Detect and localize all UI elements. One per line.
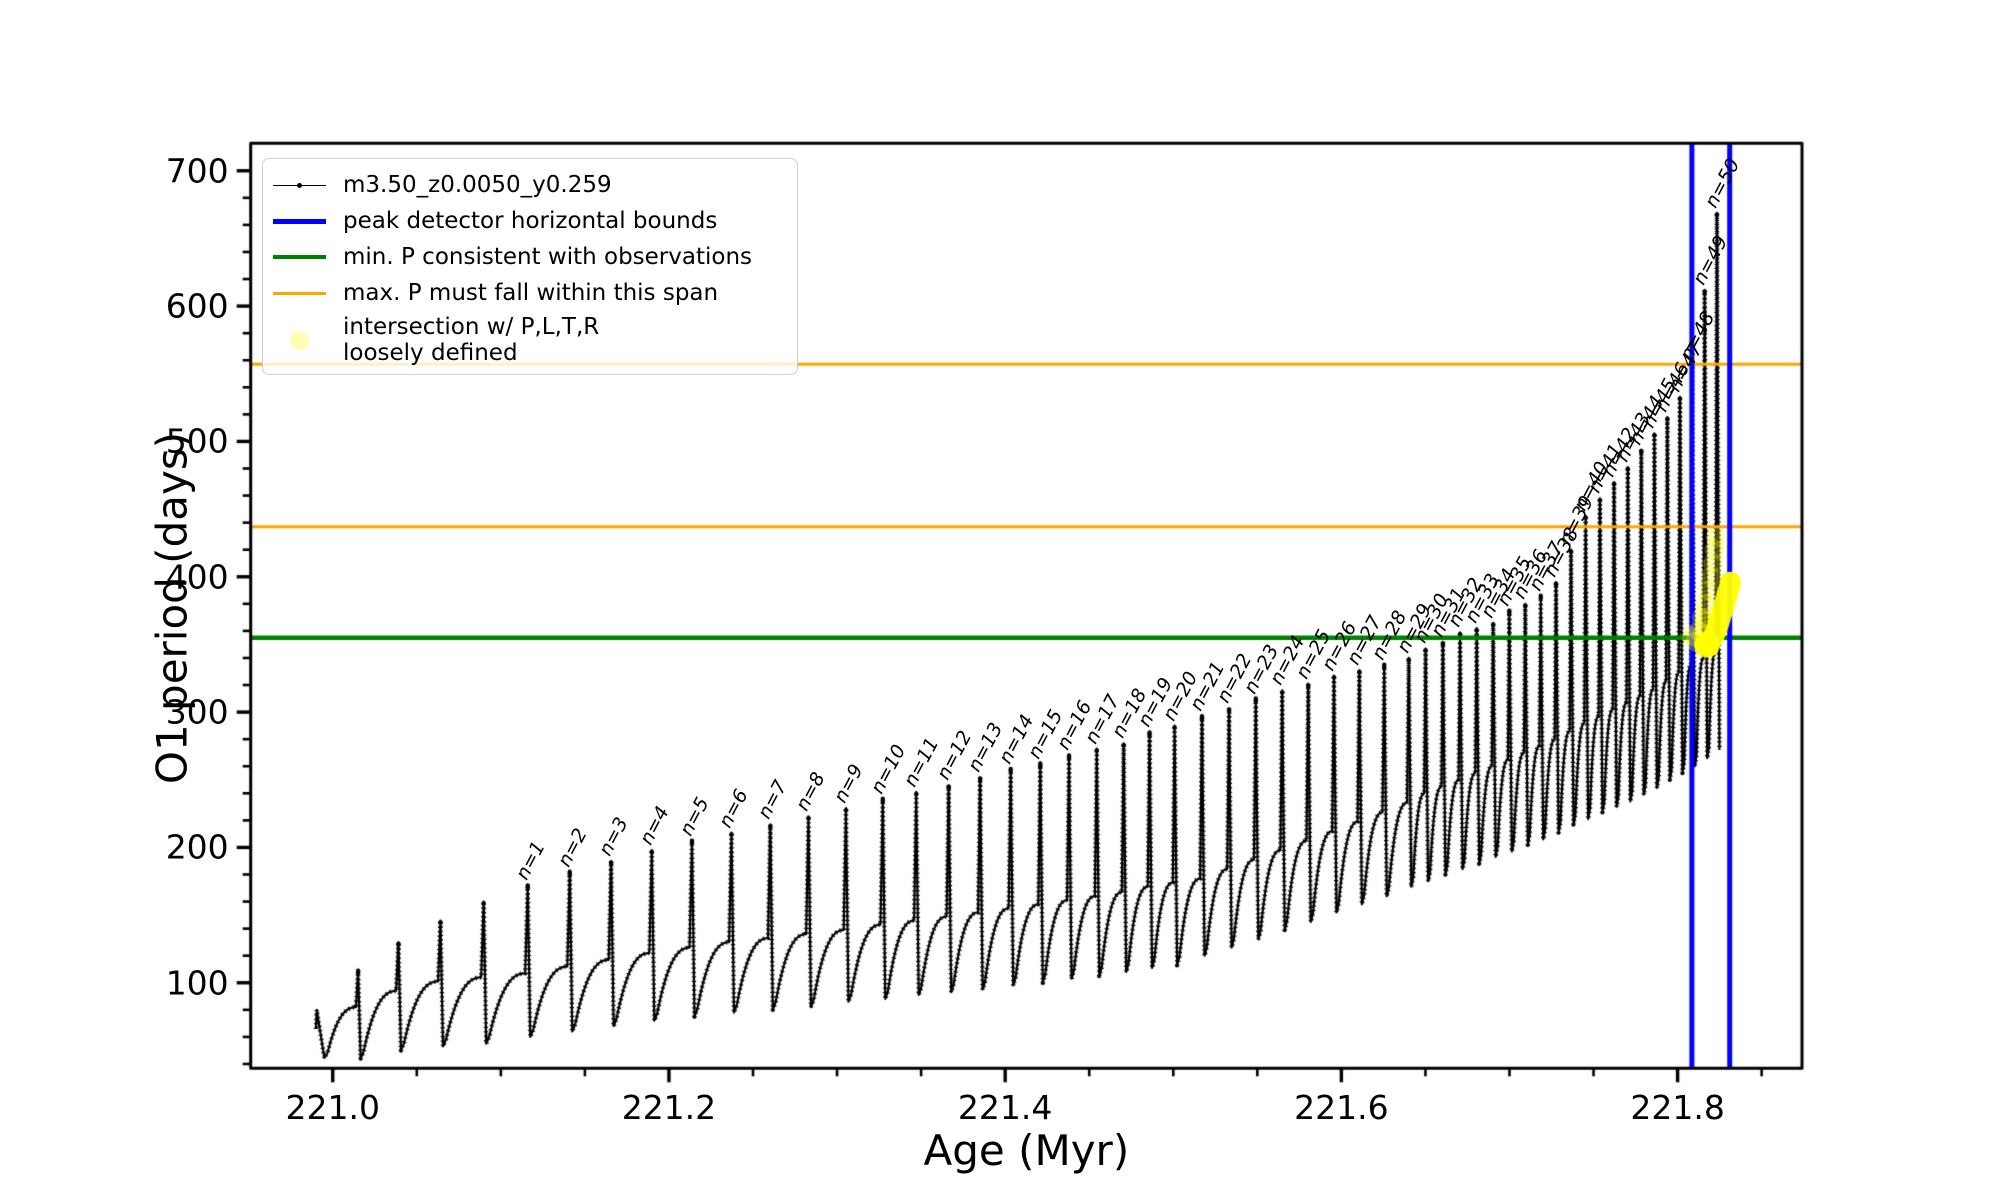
legend-item-series: m3.50_z0.0050_y0.259 [273, 167, 785, 203]
black-line-dot-swatch-icon [273, 182, 326, 188]
y-tick-label: 700 [165, 151, 229, 191]
y-tick-label: 100 [165, 963, 229, 1003]
legend-label: intersection w/ P,L,T,R loosely defined [343, 313, 600, 366]
y-tick-label: 400 [165, 557, 229, 597]
y-tick-label: 200 [165, 827, 229, 867]
x-tick-label: 221.8 [1630, 1088, 1725, 1128]
legend-label: peak detector horizontal bounds [343, 207, 718, 234]
x-tick-label: 221.4 [957, 1088, 1053, 1128]
blue-line-swatch-icon [273, 218, 326, 224]
green-line-swatch-icon [273, 255, 326, 259]
legend-item-min-p: min. P consistent with observations [273, 239, 785, 275]
x-axis-title: Age (Myr) [923, 1126, 1130, 1176]
y-tick-label: 500 [165, 421, 229, 461]
legend-label: m3.50_z0.0050_y0.259 [343, 171, 612, 198]
y-tick-label: 300 [165, 692, 229, 732]
legend-label: max. P must fall within this span [343, 279, 719, 306]
orange-line-swatch-icon [273, 291, 326, 295]
legend-item-max-p: max. P must fall within this span [273, 275, 785, 311]
x-tick-label: 221.6 [1294, 1088, 1389, 1128]
y-tick-label: 600 [165, 286, 229, 326]
yellow-circle-swatch-icon [273, 330, 326, 350]
x-tick-label: 221.2 [621, 1088, 717, 1128]
legend-item-peak-bounds: peak detector horizontal bounds [273, 203, 785, 239]
legend-item-intersection: intersection w/ P,L,T,R loosely defined [273, 311, 785, 369]
x-tick-label: 221.0 [285, 1088, 380, 1128]
legend: m3.50_z0.0050_y0.259 peak detector horiz… [262, 158, 798, 375]
legend-label: min. P consistent with observations [343, 243, 753, 270]
